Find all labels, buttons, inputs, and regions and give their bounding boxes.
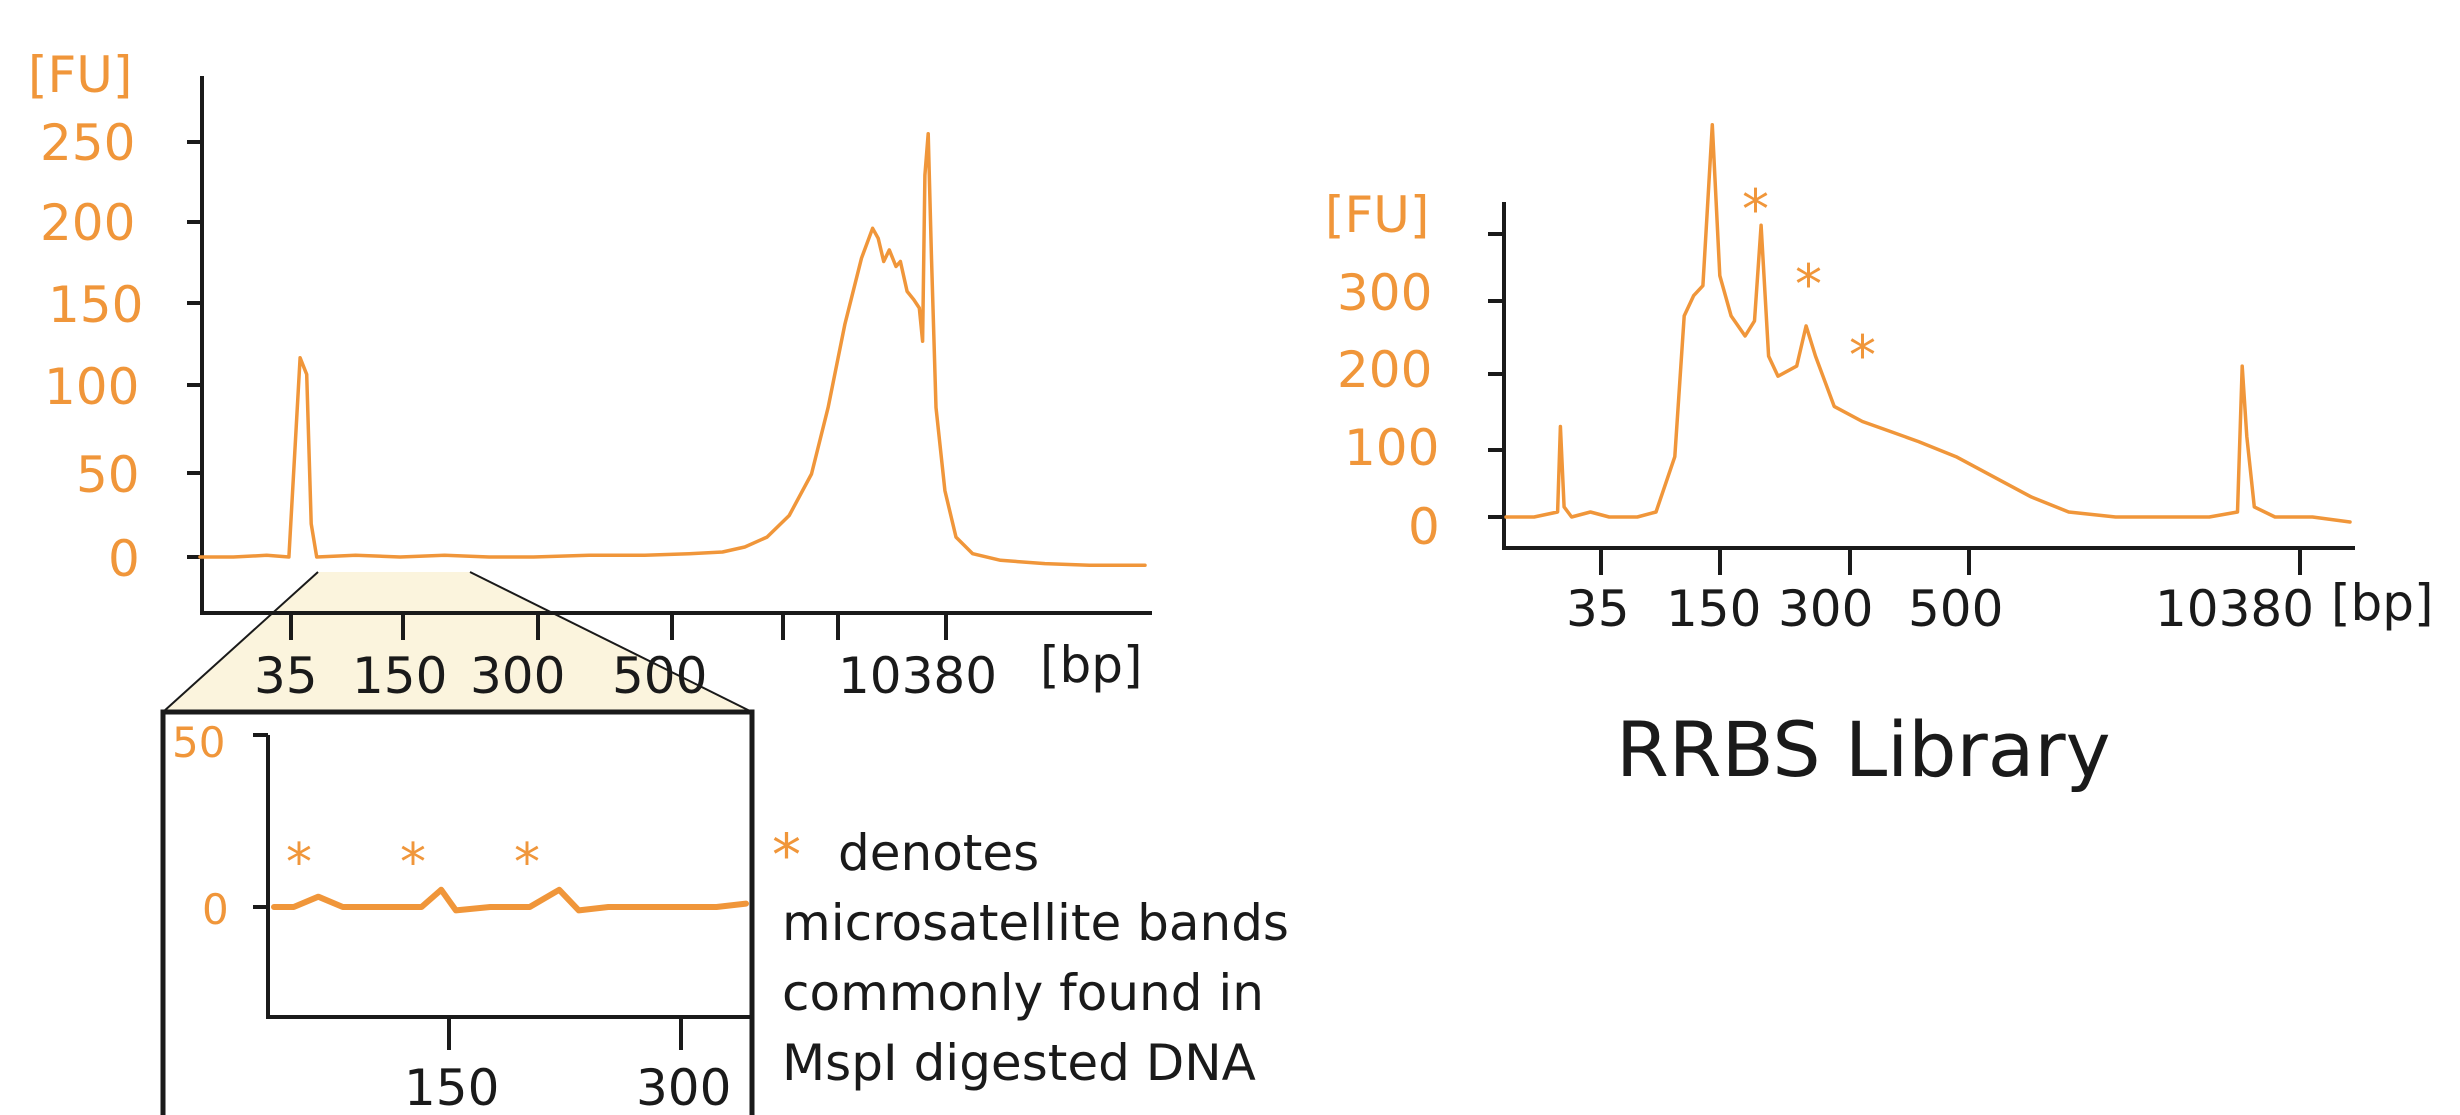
main-ytick-200: 200 xyxy=(40,194,135,252)
inset-xtick-300: 300 xyxy=(636,1059,731,1115)
footnote-star: * xyxy=(772,821,801,889)
main-xtick-300: 300 xyxy=(470,647,565,705)
inset-chart: 50 0 150 300 * * * xyxy=(160,709,755,1115)
main-y-unit-label: [FU] xyxy=(28,46,132,104)
inset-trace-line xyxy=(271,886,749,914)
rrbs-star-3: * xyxy=(1849,324,1876,387)
inset-ytick-0: 0 xyxy=(202,885,229,934)
rrbs-chart: [FU] 300 200 100 0 35 150 300 500 10380 … xyxy=(1325,123,2434,794)
footnote-line-4: MspI digested DNA xyxy=(782,1034,1256,1092)
rrbs-trace-line xyxy=(1504,123,2352,524)
inset-star-2: * xyxy=(400,833,426,893)
main-ytick-50: 50 xyxy=(76,446,140,504)
zoom-line-right xyxy=(469,571,753,713)
main-ytick-0: 0 xyxy=(108,530,140,588)
rrbs-ytick-300: 300 xyxy=(1337,264,1432,322)
main-trace-line xyxy=(198,131,1147,568)
rrbs-chart-title: RRBS Library xyxy=(1616,705,2111,794)
footnote: * denotes microsatellite bands commonly … xyxy=(772,821,1289,1092)
rrbs-x-unit-label: [bp] xyxy=(2331,574,2434,632)
rrbs-ytick-200: 200 xyxy=(1337,341,1432,399)
main-ytick-100: 100 xyxy=(44,358,139,416)
zoom-wedge xyxy=(163,572,752,712)
rrbs-star-2: * xyxy=(1795,253,1822,316)
inset-frame xyxy=(160,709,755,1115)
main-xtick-10380: 10380 xyxy=(838,647,997,705)
main-xtick-500: 500 xyxy=(612,647,707,705)
rrbs-y-unit-label: [FU] xyxy=(1325,186,1429,244)
rrbs-xtick-300: 300 xyxy=(1778,580,1873,638)
rrbs-xtick-150: 150 xyxy=(1666,580,1761,638)
main-chart: [FU] 250 200 150 100 50 0 35 150 300 500… xyxy=(28,46,1152,705)
footnote-line-2: microsatellite bands xyxy=(782,894,1289,952)
main-xtick-150: 150 xyxy=(352,647,447,705)
main-y-axis xyxy=(187,76,204,613)
main-xtick-35: 35 xyxy=(254,647,318,705)
zoom-connector xyxy=(162,571,753,713)
rrbs-ytick-0: 0 xyxy=(1408,498,1440,556)
rrbs-star-1: * xyxy=(1742,178,1769,241)
inset-star-1: * xyxy=(286,833,312,893)
inset-xtick-150: 150 xyxy=(404,1059,499,1115)
footnote-line-1: denotes xyxy=(838,824,1039,882)
rrbs-xtick-10380: 10380 xyxy=(2155,580,2314,638)
main-x-axis xyxy=(200,611,1152,640)
inset-star-3: * xyxy=(514,833,540,893)
main-ytick-150: 150 xyxy=(48,276,143,334)
main-x-unit-label: [bp] xyxy=(1040,636,1143,694)
rrbs-xtick-500: 500 xyxy=(1908,580,2003,638)
zoom-line-left xyxy=(162,571,319,713)
inset-ytick-50: 50 xyxy=(172,718,225,767)
main-ytick-250: 250 xyxy=(40,114,135,172)
rrbs-xtick-35: 35 xyxy=(1566,580,1630,638)
rrbs-ytick-100: 100 xyxy=(1344,419,1439,477)
footnote-line-3: commonly found in xyxy=(782,964,1264,1022)
